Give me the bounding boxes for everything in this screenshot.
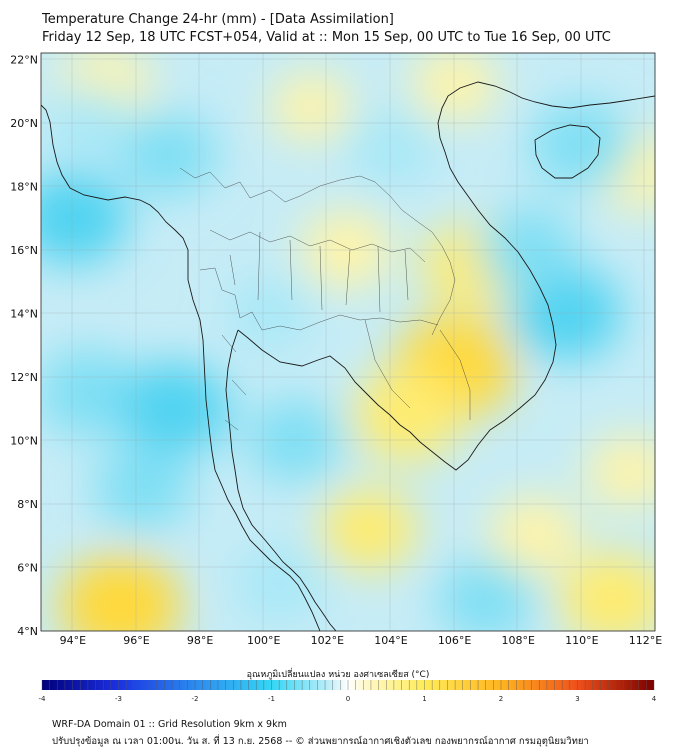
anomaly-cool-andaman-west xyxy=(41,348,141,437)
coast-gulf-vietnam xyxy=(237,81,655,471)
colorbar-tick-label: 3 xyxy=(575,695,579,703)
lat-tick-label: 10°N xyxy=(10,434,38,447)
map-title: Temperature Change 24-hr (mm) - [Data As… xyxy=(42,12,394,27)
colorbar-tick-label: -3 xyxy=(115,695,122,703)
lon-tick-label: 102°E xyxy=(311,634,344,647)
anomaly-warm-peninsula-gulf xyxy=(319,487,418,572)
anomaly-cool-andaman xyxy=(119,361,230,456)
lat-tick-label: 20°N xyxy=(10,117,38,130)
anomaly-cool-gulf-south xyxy=(246,398,345,483)
lat-tick-label: 8°N xyxy=(17,498,38,511)
anomaly-cool-thailand-central xyxy=(227,276,314,350)
colorbar-tick-label: -1 xyxy=(268,695,275,703)
map-subtitle: Friday 12 Sep, 18 UTC FCST+054, Valid at… xyxy=(42,30,611,45)
lat-tick-label: 16°N xyxy=(10,244,38,257)
colorbar-tick-label: 0 xyxy=(346,695,350,703)
colorbar: -4 -3 -2 -1 0 1 2 3 4 xyxy=(39,680,657,703)
colorbar-tick-label: -4 xyxy=(39,695,47,703)
lat-tick-label: 6°N xyxy=(17,561,38,574)
graticule xyxy=(41,53,655,631)
colorbar-tick-label: 1 xyxy=(422,695,426,703)
axis-labels: 94°E 96°E 98°E 100°E 102°E 104°E 106°E 108°E 110… xyxy=(10,53,662,647)
lat-tick-label: 18°N xyxy=(10,180,38,193)
lon-tick-label: 98°E xyxy=(187,634,213,647)
lon-tick-label: 110°E xyxy=(565,634,598,647)
anomaly-cool-hainan xyxy=(529,100,634,190)
anomaly-warm-mid-sea xyxy=(488,496,581,575)
colorbar-label: อุณหภูมิเปลี่ยนแปลง หน่วย องศาเซลเซียส (… xyxy=(246,670,430,680)
anomaly-warm-southeast xyxy=(558,552,655,631)
lon-tick-label: 108°E xyxy=(501,634,534,647)
anomaly-cool-myanmar xyxy=(119,112,218,197)
lat-tick-label: 12°N xyxy=(10,371,38,384)
lon-tick-label: 104°E xyxy=(374,634,407,647)
anomaly-warm-cambodia-south xyxy=(351,368,462,462)
anomaly-warm-north-vn xyxy=(411,53,498,122)
anomaly-cool-laos-north xyxy=(344,109,437,188)
footer-credit: ปรับปรุงข้อมูล ณ เวลา 01:00น. วัน ส. ที่… xyxy=(52,736,589,747)
colorbar-tick-label: 2 xyxy=(499,695,503,703)
anomaly-cool-malaya xyxy=(233,544,326,623)
colorbar-tick-label: -2 xyxy=(192,695,199,703)
anomaly-warm-borneo-edge xyxy=(586,435,655,509)
anomaly-warm-north-laos xyxy=(271,72,352,141)
coastlines xyxy=(41,81,655,631)
lon-tick-label: 100°E xyxy=(247,634,280,647)
lon-tick-label: 112°E xyxy=(629,634,662,647)
anomaly-cool-andaman-south xyxy=(93,446,192,530)
anomaly-cool-bay-north xyxy=(41,171,128,265)
admin-borders xyxy=(179,167,471,431)
colorbar-tick-label: 4 xyxy=(652,695,657,703)
coast-peninsula-east xyxy=(225,329,337,631)
lat-tick-label: 22°N xyxy=(10,53,38,66)
footer-domain-info: WRF-DA Domain 01 :: Grid Resolution 9km … xyxy=(52,719,287,730)
lat-tick-label: 4°N xyxy=(17,625,38,638)
anomaly-warm-southwest xyxy=(59,553,182,631)
map-frame xyxy=(40,52,656,632)
coast-hainan xyxy=(534,124,601,179)
anomaly-cool-east-sea-south xyxy=(437,557,536,631)
lon-tick-label: 94°E xyxy=(60,634,86,647)
lat-tick-label: 14°N xyxy=(10,307,38,320)
lon-tick-label: 106°E xyxy=(438,634,471,647)
lon-tick-label: 96°E xyxy=(123,634,149,647)
coast-myanmar-malaya xyxy=(41,104,321,631)
